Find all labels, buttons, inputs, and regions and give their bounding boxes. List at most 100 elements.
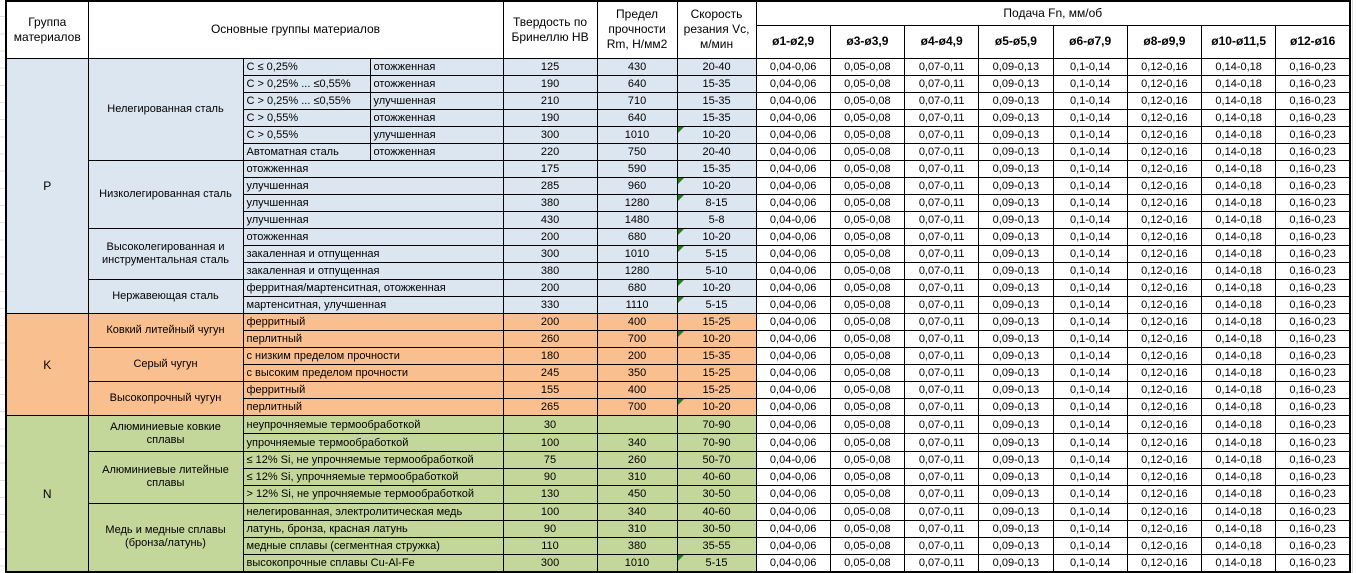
- feed-cell[interactable]: 0,14-0,18: [1201, 347, 1277, 366]
- feed-cell[interactable]: 0,1-0,14: [1052, 502, 1128, 521]
- vc-cell[interactable]: 15-25: [676, 364, 757, 383]
- feed-cell[interactable]: 0,1-0,14: [1052, 227, 1128, 247]
- feed-cell[interactable]: 0,04-0,06: [755, 536, 831, 555]
- header-strength[interactable]: Предел прочности Rm, Н/мм2: [596, 0, 678, 59]
- hb-cell[interactable]: 430: [502, 210, 598, 229]
- feed-cell[interactable]: 0,1-0,14: [1052, 74, 1128, 93]
- feed-cell[interactable]: 0,04-0,06: [755, 364, 831, 383]
- feed-cell[interactable]: 0,12-0,16: [1126, 398, 1203, 417]
- feed-cell[interactable]: 0,12-0,16: [1126, 193, 1203, 212]
- feed-cell[interactable]: 0,12-0,16: [1126, 502, 1203, 521]
- feed-cell[interactable]: 0,07-0,11: [904, 108, 980, 127]
- feed-cell[interactable]: 0,07-0,11: [904, 125, 980, 144]
- feed-cell[interactable]: 0,05-0,08: [829, 279, 906, 298]
- hb-cell[interactable]: 155: [502, 381, 598, 400]
- rm-cell[interactable]: 590: [596, 159, 678, 178]
- feed-cell[interactable]: 0,16-0,23: [1275, 347, 1351, 366]
- feed-cell[interactable]: 0,1-0,14: [1052, 296, 1128, 315]
- rm-cell[interactable]: 380: [596, 536, 678, 555]
- feed-cell[interactable]: 0,07-0,11: [904, 347, 980, 366]
- feed-cell[interactable]: 0,12-0,16: [1126, 74, 1203, 93]
- feed-cell[interactable]: 0,04-0,06: [755, 57, 831, 76]
- feed-cell[interactable]: 0,04-0,06: [755, 142, 831, 161]
- feed-cell[interactable]: 0,1-0,14: [1052, 142, 1128, 161]
- material-detail-cell[interactable]: нелегированная, электролитическая медь: [242, 502, 504, 521]
- feed-cell[interactable]: 0,14-0,18: [1201, 485, 1277, 504]
- hb-cell[interactable]: 180: [502, 347, 598, 366]
- rm-cell[interactable]: 640: [596, 74, 678, 93]
- feed-cell[interactable]: 0,04-0,06: [755, 176, 831, 195]
- feed-cell[interactable]: 0,09-0,13: [978, 142, 1054, 161]
- feed-cell[interactable]: 0,14-0,18: [1201, 433, 1277, 453]
- feed-cell[interactable]: 0,09-0,13: [978, 381, 1054, 400]
- feed-cell[interactable]: 0,1-0,14: [1052, 245, 1128, 264]
- feed-cell[interactable]: 0,04-0,06: [755, 398, 831, 417]
- feed-cell[interactable]: 0,14-0,18: [1201, 502, 1277, 521]
- feed-cell[interactable]: 0,05-0,08: [829, 468, 906, 487]
- feed-cell[interactable]: 0,14-0,18: [1201, 210, 1277, 229]
- feed-cell[interactable]: 0,07-0,11: [904, 296, 980, 315]
- header-feed-col-7[interactable]: ø10-ø11,5: [1201, 24, 1277, 59]
- feed-cell[interactable]: 0,07-0,11: [904, 57, 980, 76]
- material-detail-cell[interactable]: закаленная и отпущенная: [242, 262, 504, 281]
- feed-cell[interactable]: 0,05-0,08: [829, 245, 906, 264]
- feed-cell[interactable]: 0,09-0,13: [978, 227, 1054, 247]
- rm-cell[interactable]: 450: [596, 485, 678, 504]
- feed-cell[interactable]: 0,16-0,23: [1275, 57, 1351, 76]
- feed-cell[interactable]: 0,09-0,13: [978, 296, 1054, 315]
- feed-cell[interactable]: 0,07-0,11: [904, 313, 980, 332]
- hb-cell[interactable]: 380: [502, 193, 598, 212]
- rm-cell[interactable]: 350: [596, 364, 678, 383]
- feed-cell[interactable]: 0,09-0,13: [978, 519, 1054, 538]
- feed-cell[interactable]: 0,04-0,06: [755, 381, 831, 400]
- material-detail-cell[interactable]: неупрочняемые термообработкой: [242, 415, 504, 435]
- hb-cell[interactable]: 100: [502, 502, 598, 521]
- feed-cell[interactable]: 0,16-0,23: [1275, 502, 1351, 521]
- feed-cell[interactable]: 0,16-0,23: [1275, 553, 1351, 573]
- feed-cell[interactable]: 0,12-0,16: [1126, 433, 1203, 453]
- feed-cell[interactable]: 0,14-0,18: [1201, 330, 1277, 349]
- header-feed-col-4[interactable]: ø5-ø5,9: [978, 24, 1054, 59]
- header-hardness[interactable]: Твердость по Бринеллю HB: [502, 0, 598, 59]
- feed-cell[interactable]: 0,1-0,14: [1052, 536, 1128, 555]
- feed-cell[interactable]: 0,07-0,11: [904, 245, 980, 264]
- feed-cell[interactable]: 0,12-0,16: [1126, 125, 1203, 144]
- feed-cell[interactable]: 0,12-0,16: [1126, 553, 1203, 573]
- feed-cell[interactable]: 0,09-0,13: [978, 313, 1054, 332]
- feed-cell[interactable]: 0,07-0,11: [904, 502, 980, 521]
- hb-cell[interactable]: 75: [502, 451, 598, 470]
- hb-cell[interactable]: 260: [502, 330, 598, 349]
- material-state-cell[interactable]: отожженная: [369, 142, 504, 161]
- hb-cell[interactable]: 110: [502, 536, 598, 555]
- feed-cell[interactable]: 0,07-0,11: [904, 176, 980, 195]
- material-detail-cell[interactable]: Автоматная сталь: [242, 142, 371, 161]
- material-detail-cell[interactable]: ≤ 12% Si, упрочняемые термообработкой: [242, 468, 504, 487]
- feed-cell[interactable]: 0,05-0,08: [829, 227, 906, 247]
- material-detail-cell[interactable]: C > 0,25% ... ≤0,55%: [242, 91, 371, 110]
- rm-cell[interactable]: 640: [596, 108, 678, 127]
- feed-cell[interactable]: 0,07-0,11: [904, 330, 980, 349]
- header-material-group[interactable]: Группа материалов: [5, 0, 89, 59]
- feed-cell[interactable]: 0,05-0,08: [829, 142, 906, 161]
- material-detail-cell[interactable]: улучшенная: [242, 210, 504, 229]
- feed-cell[interactable]: 0,1-0,14: [1052, 451, 1128, 470]
- feed-cell[interactable]: 0,14-0,18: [1201, 553, 1277, 573]
- feed-cell[interactable]: 0,05-0,08: [829, 313, 906, 332]
- feed-cell[interactable]: 0,07-0,11: [904, 536, 980, 555]
- feed-cell[interactable]: 0,14-0,18: [1201, 519, 1277, 538]
- feed-cell[interactable]: 0,14-0,18: [1201, 193, 1277, 212]
- feed-cell[interactable]: 0,14-0,18: [1201, 296, 1277, 315]
- rm-cell[interactable]: 1010: [596, 125, 678, 144]
- feed-cell[interactable]: 0,14-0,18: [1201, 415, 1277, 435]
- feed-cell[interactable]: 0,07-0,11: [904, 142, 980, 161]
- feed-cell[interactable]: 0,16-0,23: [1275, 210, 1351, 229]
- feed-cell[interactable]: 0,09-0,13: [978, 176, 1054, 195]
- feed-cell[interactable]: 0,09-0,13: [978, 347, 1054, 366]
- material-detail-cell[interactable]: ≤ 12% Si, не упрочняемые термообработкой: [242, 451, 504, 470]
- rm-cell[interactable]: 400: [596, 313, 678, 332]
- feed-cell[interactable]: 0,16-0,23: [1275, 159, 1351, 178]
- hb-cell[interactable]: 175: [502, 159, 598, 178]
- rm-cell[interactable]: 430: [596, 57, 678, 76]
- feed-cell[interactable]: 0,12-0,16: [1126, 485, 1203, 504]
- rm-cell[interactable]: 340: [596, 502, 678, 521]
